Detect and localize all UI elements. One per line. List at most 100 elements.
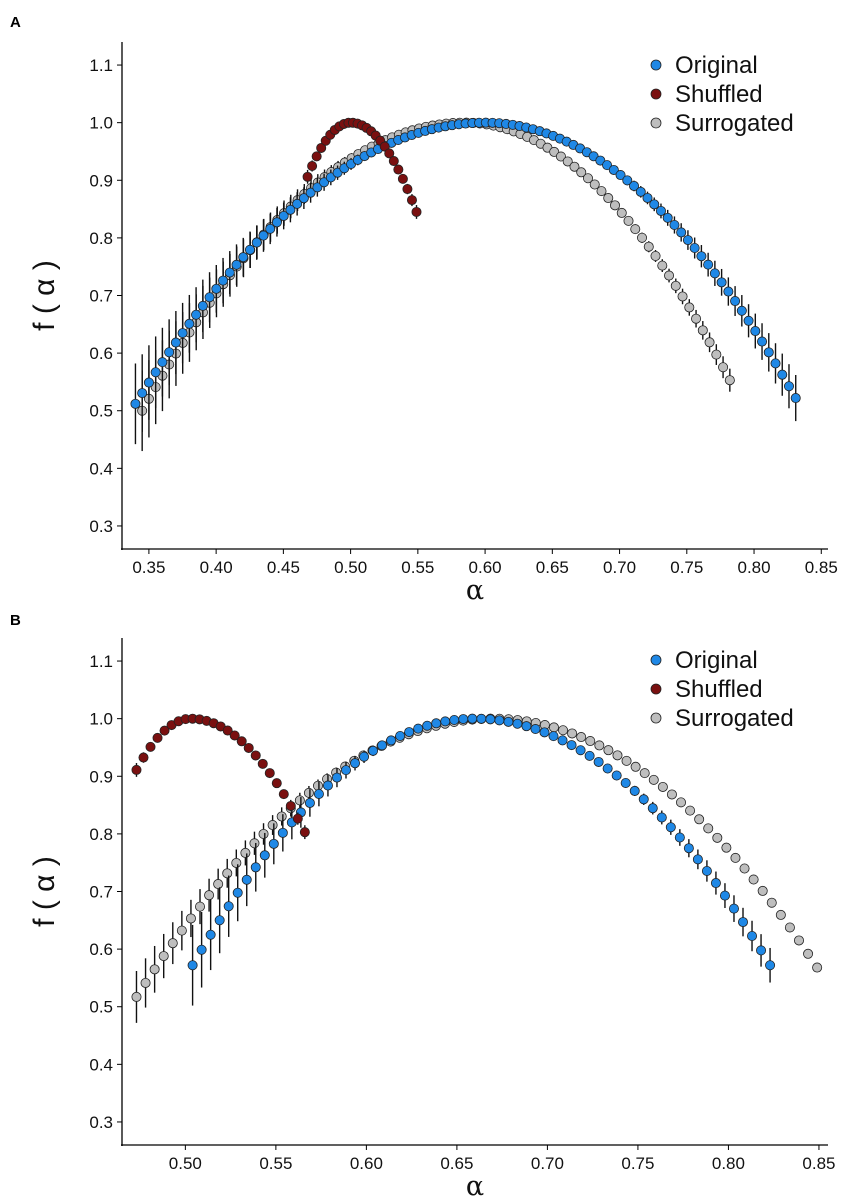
data-point bbox=[647, 803, 658, 814]
data-point bbox=[721, 842, 732, 853]
data-point bbox=[277, 827, 288, 838]
data-point bbox=[790, 393, 801, 404]
data-point bbox=[638, 794, 649, 805]
data-point bbox=[191, 309, 202, 320]
data-point bbox=[395, 730, 406, 741]
data-point bbox=[620, 777, 631, 788]
data-point bbox=[521, 721, 532, 732]
data-point bbox=[422, 720, 433, 731]
data-point bbox=[611, 770, 622, 781]
data-point bbox=[213, 879, 224, 890]
data-point bbox=[158, 951, 169, 962]
data-point bbox=[278, 210, 289, 221]
data-point bbox=[710, 878, 721, 889]
data-point bbox=[622, 175, 633, 186]
panel-label: A bbox=[10, 14, 21, 31]
data-point bbox=[311, 151, 322, 162]
data-point bbox=[763, 347, 774, 358]
data-point bbox=[539, 727, 550, 738]
data-point bbox=[402, 184, 413, 195]
data-point bbox=[549, 146, 560, 157]
data-point bbox=[548, 722, 559, 733]
x-tick-label: 0.50 bbox=[169, 1154, 202, 1173]
data-point bbox=[305, 187, 316, 198]
data-point bbox=[150, 367, 161, 378]
y-tick-label: 1.1 bbox=[89, 56, 113, 75]
y-tick-label: 0.7 bbox=[89, 883, 113, 902]
data-point bbox=[616, 207, 627, 218]
data-point bbox=[359, 751, 370, 762]
data-point bbox=[603, 193, 614, 204]
data-point bbox=[384, 148, 395, 159]
data-point bbox=[650, 250, 661, 261]
y-tick-label: 0.8 bbox=[89, 825, 113, 844]
data-point bbox=[689, 243, 700, 254]
data-point bbox=[298, 193, 309, 204]
data-point bbox=[241, 874, 252, 885]
data-point bbox=[316, 142, 327, 153]
data-point bbox=[576, 732, 587, 743]
data-point bbox=[251, 237, 262, 248]
data-point bbox=[214, 915, 225, 926]
data-point bbox=[302, 171, 313, 182]
y-tick-label: 0.3 bbox=[89, 1113, 113, 1132]
data-point bbox=[313, 788, 324, 799]
data-point bbox=[665, 822, 676, 833]
data-point bbox=[709, 268, 720, 279]
data-point bbox=[197, 300, 208, 311]
data-point bbox=[683, 843, 694, 854]
data-point bbox=[642, 192, 653, 203]
y-tick-label: 0.6 bbox=[89, 940, 113, 959]
data-point bbox=[692, 854, 703, 865]
data-point bbox=[143, 377, 154, 388]
data-point bbox=[250, 750, 261, 761]
y-tick-label: 0.6 bbox=[89, 344, 113, 363]
data-point bbox=[593, 756, 604, 767]
data-point bbox=[503, 716, 514, 727]
x-tick-label: 0.55 bbox=[401, 558, 434, 577]
data-point bbox=[670, 280, 681, 291]
y-tick-label: 1.0 bbox=[89, 114, 113, 133]
data-point bbox=[602, 160, 613, 171]
x-tick-label: 0.70 bbox=[603, 558, 636, 577]
data-point bbox=[585, 736, 596, 747]
data-point bbox=[204, 292, 215, 303]
data-point bbox=[643, 241, 654, 252]
x-tick-label: 0.75 bbox=[621, 1154, 654, 1173]
data-point bbox=[258, 230, 269, 241]
series-original bbox=[187, 713, 776, 1006]
data-point bbox=[431, 718, 442, 729]
data-point bbox=[748, 874, 759, 885]
data-point bbox=[621, 755, 632, 766]
data-point bbox=[164, 347, 175, 358]
data-point bbox=[637, 232, 648, 243]
data-point bbox=[739, 863, 750, 874]
data-point bbox=[294, 795, 305, 806]
data-point bbox=[612, 750, 623, 761]
data-point bbox=[696, 251, 707, 262]
data-point bbox=[259, 850, 270, 861]
y-tick-label: 0.5 bbox=[89, 998, 113, 1017]
data-point bbox=[728, 903, 739, 914]
data-point bbox=[677, 291, 688, 302]
data-point bbox=[267, 820, 278, 831]
data-point bbox=[285, 800, 296, 811]
data-point bbox=[664, 270, 675, 281]
data-point bbox=[222, 725, 233, 736]
data-point bbox=[567, 728, 578, 739]
x-axis-title: α bbox=[466, 1171, 484, 1202]
data-point bbox=[350, 758, 361, 769]
legend-label-shuffled: Shuffled bbox=[675, 81, 763, 108]
panel-label: B bbox=[10, 612, 21, 629]
data-point bbox=[406, 195, 417, 206]
data-point bbox=[757, 336, 768, 347]
data-point bbox=[271, 778, 282, 789]
legend-swatch-surrogated bbox=[650, 117, 662, 129]
data-point bbox=[185, 913, 196, 924]
data-point bbox=[138, 752, 149, 763]
data-point bbox=[783, 381, 794, 392]
data-point bbox=[766, 897, 777, 908]
data-point bbox=[195, 901, 206, 912]
data-point bbox=[629, 785, 640, 796]
